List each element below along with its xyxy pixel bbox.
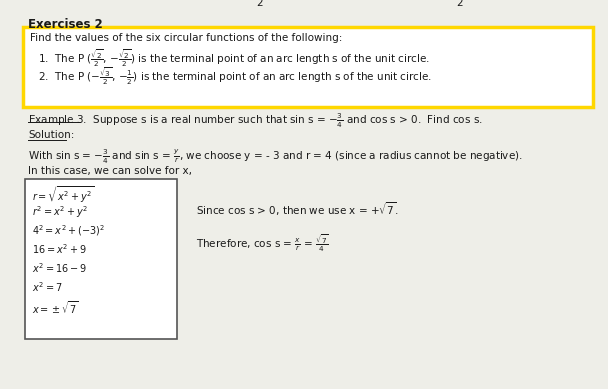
Text: 2.  The P ($-\frac{\sqrt{3}}{2}$, $-\frac{1}{2}$) is the terminal point of an ar: 2. The P ($-\frac{\sqrt{3}}{2}$, $-\frac… xyxy=(38,65,432,87)
FancyBboxPatch shape xyxy=(23,27,593,107)
Text: With sin s = $-\frac{3}{4}$ and sin s = $\frac{y}{r}$, we choose y = - 3 and r =: With sin s = $-\frac{3}{4}$ and sin s = … xyxy=(28,148,523,166)
Text: $x = \pm\sqrt{7}$: $x = \pm\sqrt{7}$ xyxy=(32,299,78,315)
Text: $x^2 = 7$: $x^2 = 7$ xyxy=(32,280,63,294)
Text: 2: 2 xyxy=(457,0,463,8)
Text: $x^2 = 16 - 9$: $x^2 = 16 - 9$ xyxy=(32,261,87,275)
Text: Since cos s > 0, then we use x = $+\sqrt{7}$.: Since cos s > 0, then we use x = $+\sqrt… xyxy=(196,200,399,217)
Text: 2: 2 xyxy=(257,0,263,8)
Text: $4^2 = x^2 + (-3)^2$: $4^2 = x^2 + (-3)^2$ xyxy=(32,223,105,238)
Text: $16 = x^2 + 9$: $16 = x^2 + 9$ xyxy=(32,242,87,256)
Text: $r^2 = x^2 + y^2$: $r^2 = x^2 + y^2$ xyxy=(32,204,88,220)
Text: Example 3.  Suppose s is a real number such that sin s = $-\frac{3}{4}$ and cos : Example 3. Suppose s is a real number su… xyxy=(28,112,483,130)
Text: Therefore, cos s = $\frac{x}{r}$ = $\frac{\sqrt{7}}{4}$: Therefore, cos s = $\frac{x}{r}$ = $\fra… xyxy=(196,232,328,254)
Text: Find the values of the six circular functions of the following:: Find the values of the six circular func… xyxy=(30,33,342,43)
Text: 1.  The P ($\frac{\sqrt{2}}{2}$, $-\frac{\sqrt{2}}{2}$) is the terminal point of: 1. The P ($\frac{\sqrt{2}}{2}$, $-\frac{… xyxy=(38,47,430,69)
Text: In this case, we can solve for x,: In this case, we can solve for x, xyxy=(28,166,192,176)
Text: $r = \sqrt{x^2 + y^2}$: $r = \sqrt{x^2 + y^2}$ xyxy=(32,185,94,205)
FancyBboxPatch shape xyxy=(25,179,177,339)
Text: Solution:: Solution: xyxy=(28,130,74,140)
Text: Exercises 2: Exercises 2 xyxy=(28,18,103,31)
